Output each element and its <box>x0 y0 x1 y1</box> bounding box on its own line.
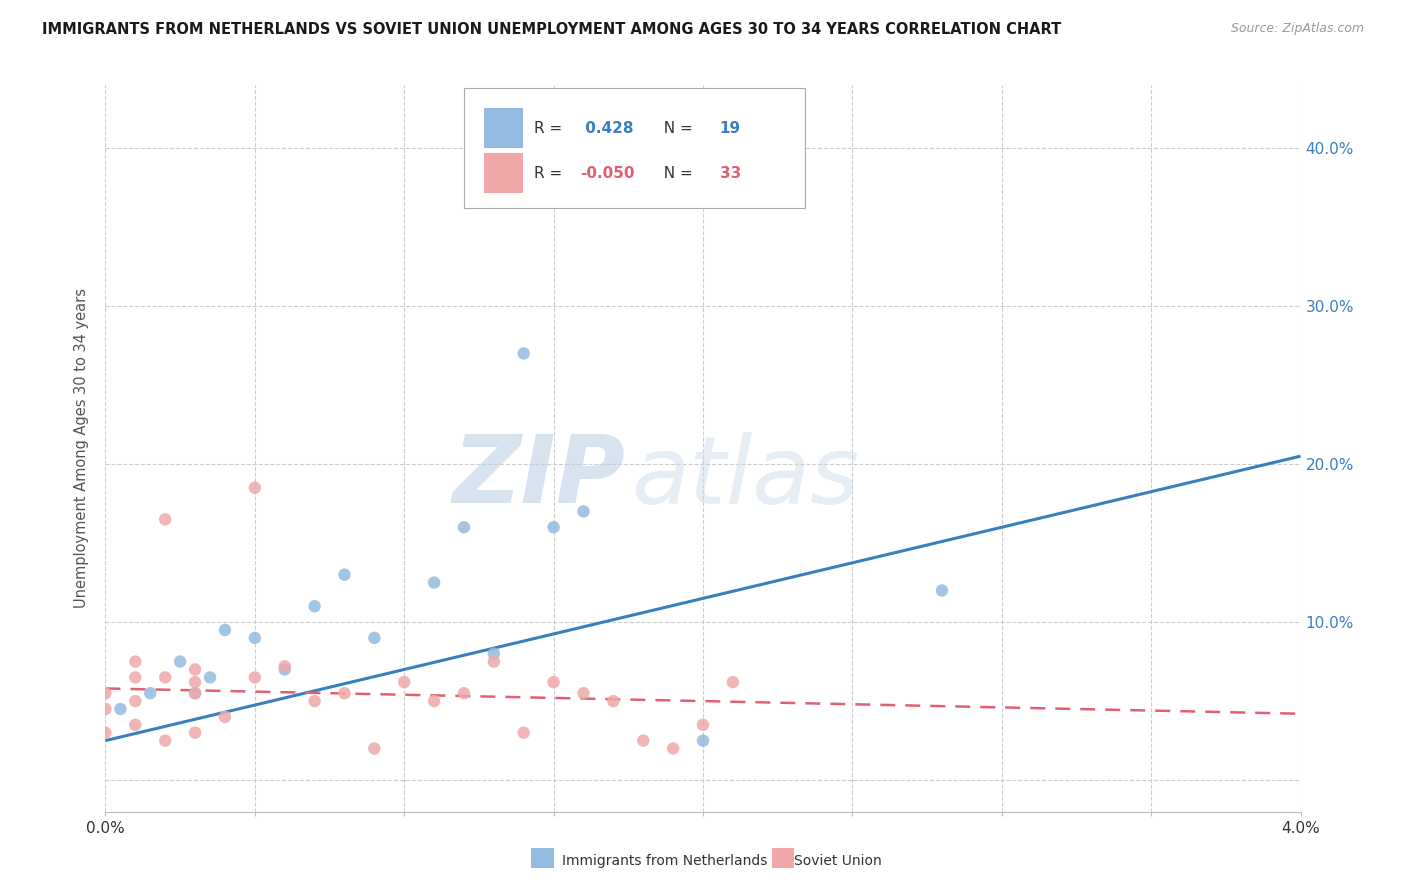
Point <box>602 694 624 708</box>
Point <box>453 686 475 700</box>
Point <box>692 733 714 747</box>
Point <box>243 670 266 684</box>
Point <box>184 663 207 677</box>
Point <box>363 631 385 645</box>
Point <box>273 663 295 677</box>
Point <box>243 481 266 495</box>
Point <box>94 702 117 716</box>
Point <box>243 631 266 645</box>
Point <box>333 686 356 700</box>
Point <box>543 675 565 690</box>
Point <box>931 583 953 598</box>
Point <box>721 675 744 690</box>
Text: N =: N = <box>654 120 697 136</box>
Text: R =: R = <box>534 166 568 181</box>
Point <box>513 346 536 360</box>
Point <box>94 686 117 700</box>
Point <box>153 670 177 684</box>
Y-axis label: Unemployment Among Ages 30 to 34 years: Unemployment Among Ages 30 to 34 years <box>75 288 90 608</box>
Point <box>124 670 146 684</box>
Text: atlas: atlas <box>631 432 859 523</box>
Point <box>482 655 505 669</box>
Text: 33: 33 <box>720 166 741 181</box>
Text: Source: ZipAtlas.com: Source: ZipAtlas.com <box>1230 22 1364 36</box>
Point <box>572 504 595 518</box>
Point <box>692 718 714 732</box>
Point <box>184 686 207 700</box>
Point <box>124 718 146 732</box>
Point <box>662 741 685 756</box>
Point <box>513 725 536 739</box>
Text: ZIP: ZIP <box>453 432 626 524</box>
Point <box>153 512 177 526</box>
Text: -0.050: -0.050 <box>579 166 634 181</box>
Text: Soviet Union: Soviet Union <box>794 854 882 868</box>
Point <box>392 675 416 690</box>
Text: 0.428: 0.428 <box>579 120 634 136</box>
Point <box>153 733 177 747</box>
Point <box>482 647 505 661</box>
Point <box>273 659 295 673</box>
Point <box>214 623 236 637</box>
Point <box>631 733 654 747</box>
Point <box>572 686 595 700</box>
Point <box>169 655 191 669</box>
FancyBboxPatch shape <box>484 153 523 194</box>
Text: IMMIGRANTS FROM NETHERLANDS VS SOVIET UNION UNEMPLOYMENT AMONG AGES 30 TO 34 YEA: IMMIGRANTS FROM NETHERLANDS VS SOVIET UN… <box>42 22 1062 37</box>
Point <box>124 694 146 708</box>
Point <box>333 567 356 582</box>
Point <box>543 520 565 534</box>
Point <box>304 694 326 708</box>
Text: 19: 19 <box>720 120 741 136</box>
Point <box>423 575 446 590</box>
Point <box>124 655 146 669</box>
Point <box>139 686 162 700</box>
Point <box>184 725 207 739</box>
Point <box>214 710 236 724</box>
Point <box>184 675 207 690</box>
Point <box>453 520 475 534</box>
Text: R =: R = <box>534 120 568 136</box>
Point <box>304 599 326 614</box>
Point <box>423 694 446 708</box>
Text: Immigrants from Netherlands: Immigrants from Netherlands <box>562 854 768 868</box>
Point <box>184 686 207 700</box>
Point <box>94 725 117 739</box>
FancyBboxPatch shape <box>484 108 523 148</box>
Point <box>363 741 385 756</box>
FancyBboxPatch shape <box>464 88 804 209</box>
Point <box>198 670 221 684</box>
Text: N =: N = <box>654 166 697 181</box>
Point <box>110 702 132 716</box>
